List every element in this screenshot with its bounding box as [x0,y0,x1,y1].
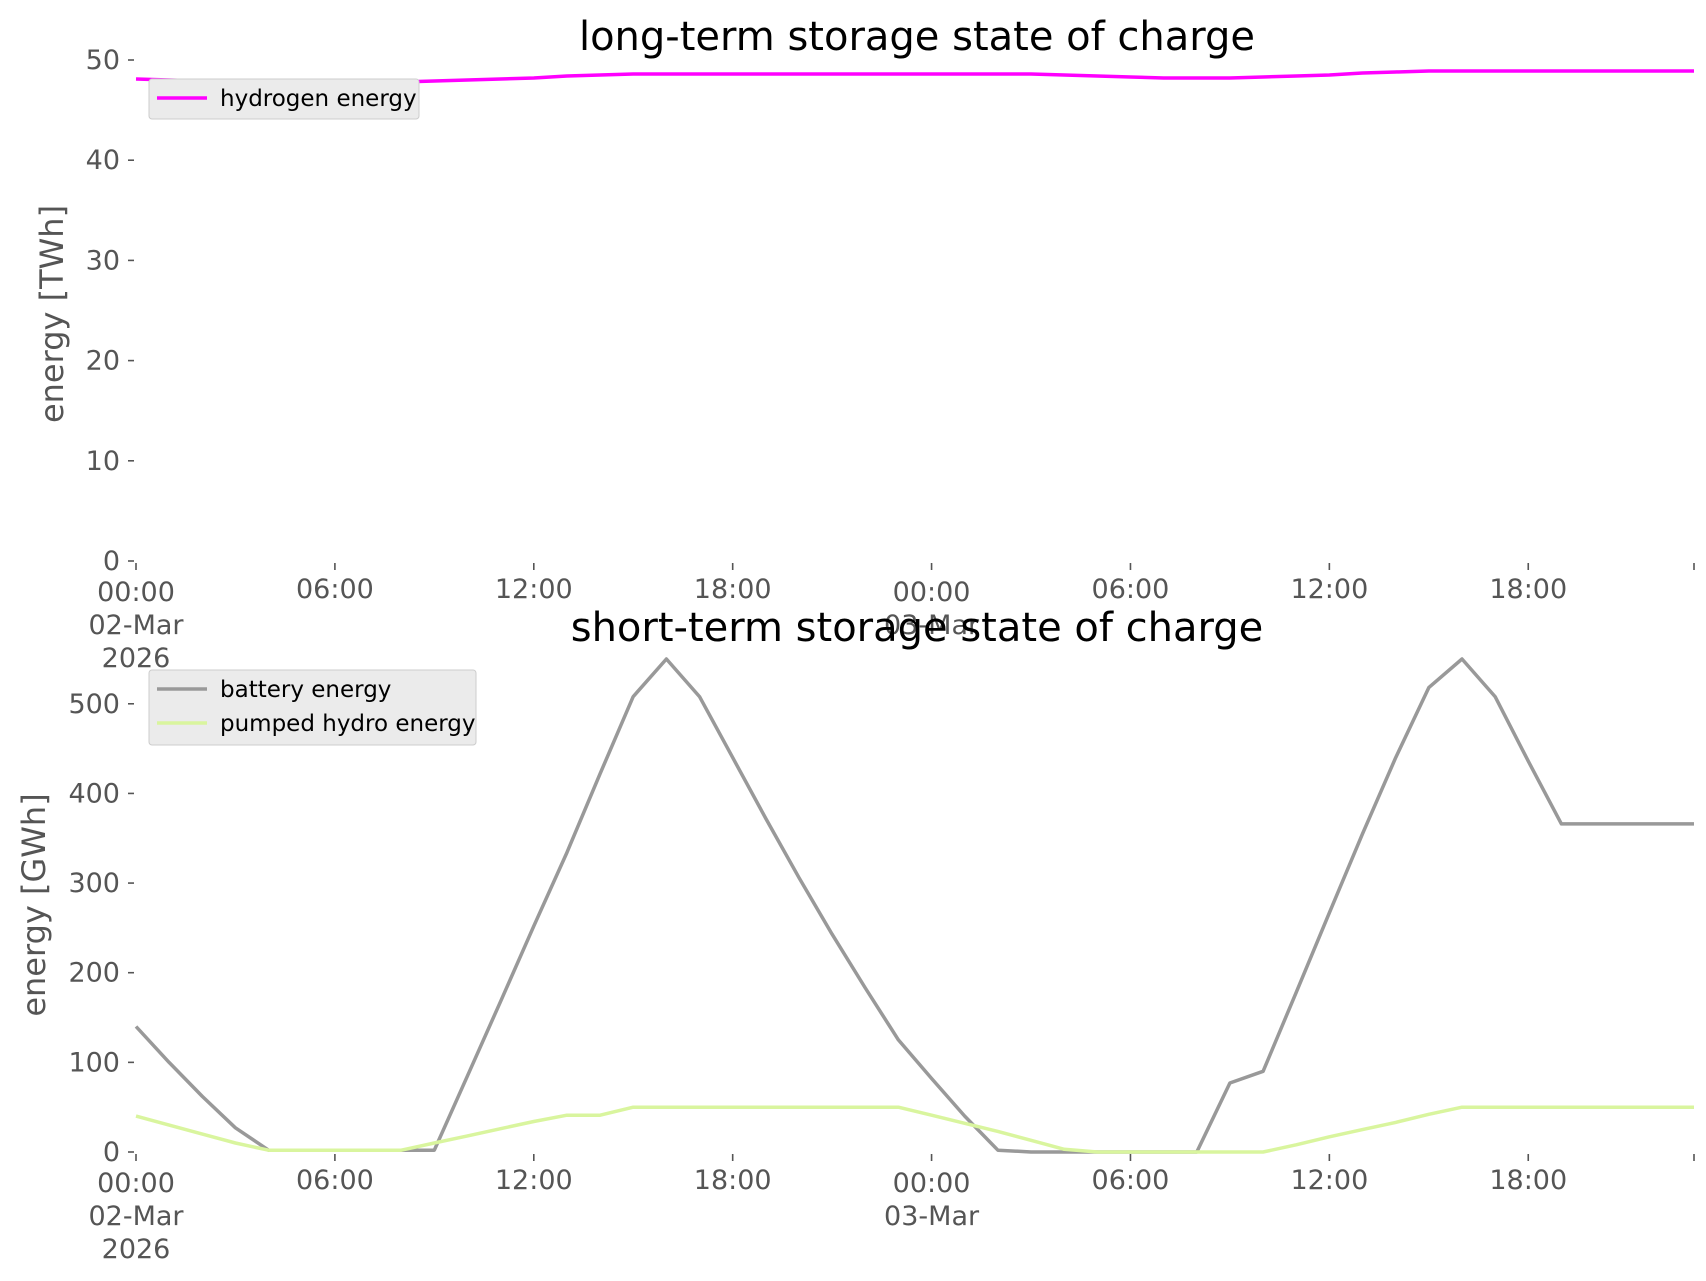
x-tick-label: 18:00 [694,1165,772,1196]
x-tick-label: 00:00 02-Mar 2026 [88,1168,184,1265]
y-tick-label: 100 [68,1047,120,1078]
x-tick-label: 06:00 [1092,1165,1170,1196]
x-tick-label: 12:00 [1290,1165,1368,1196]
y-tick-label: 50 [86,45,120,76]
legend: hydrogen energy [148,78,420,120]
y-tick-label: 0 [103,546,120,577]
y-tick-label: 0 [103,1137,120,1168]
y-tick-label: 20 [86,346,120,377]
y-tick-label: 300 [68,868,120,899]
legend: battery energy pumped hydro energy [148,669,477,746]
y-tick-label: 30 [86,245,120,276]
short-term-chart: short-term storage state of charge energ… [15,605,1695,1265]
legend-box [148,669,477,746]
x-tick-label: 06:00 [1092,574,1170,605]
axes: 0 100 200 300 400 500 00:00 02-Mar 2026 06:00 12:0… [68,689,1695,1265]
x-tick-label: 18:00 [1489,574,1567,605]
y-tick-label: 40 [86,145,120,176]
x-tick-label: 18:00 [1489,1165,1567,1196]
legend-label-battery: battery energy [220,677,391,703]
axes: 0 10 20 30 40 50 00:00 02-Mar 2026 06:00 12:00 18:0… [86,45,1695,674]
legend-box [148,78,420,120]
y-axis-label: energy [TWh] [33,205,71,423]
x-tick-label: 12:00 [1290,574,1368,605]
plot-lines [134,657,1694,1154]
series-line-pumped-hydro-energy [135,1105,1694,1154]
x-tick-label: 06:00 [296,1165,374,1196]
legend-label-hydrogen: hydrogen energy [220,86,417,112]
x-tick-label: 06:00 [296,574,374,605]
x-tick-label: 18:00 [694,574,772,605]
long-term-chart: long-term storage state of charge energy… [33,14,1695,674]
x-tick-label: 12:00 [495,1165,573,1196]
y-tick-label: 200 [68,958,120,989]
x-tick-label: 12:00 [495,574,573,605]
chart-title: long-term storage state of charge [579,14,1255,60]
chart-title: short-term storage state of charge [571,605,1264,651]
legend-label-pumped-hydro: pumped hydro energy [220,711,476,737]
x-tick-label: 00:00 02-Mar 2026 [88,577,184,674]
y-tick-label: 400 [68,778,120,809]
y-axis-label: energy [GWh] [15,793,53,1016]
y-tick-label: 500 [68,689,120,720]
y-tick-label: 10 [86,446,120,477]
x-tick-label: 00:00 03-Mar [884,577,980,641]
x-tick-label: 00:00 03-Mar [884,1168,980,1232]
